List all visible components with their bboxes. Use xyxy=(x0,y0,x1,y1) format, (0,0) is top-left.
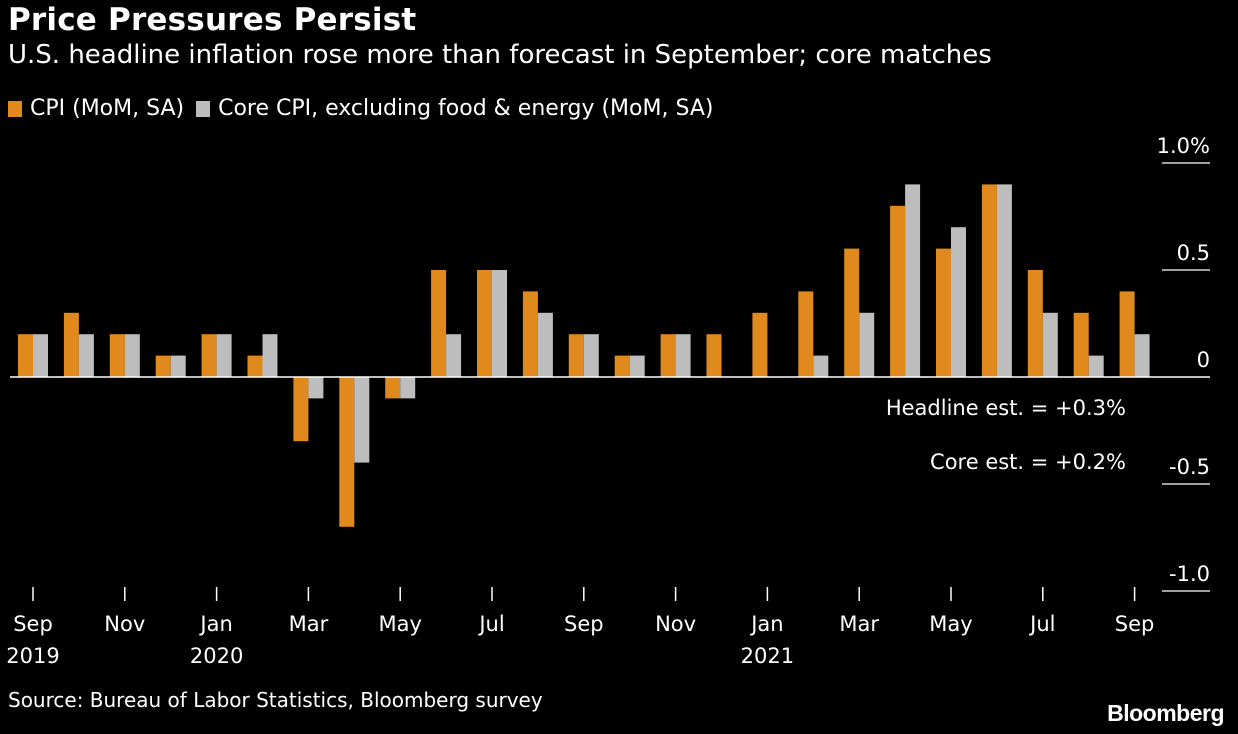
core-cpi-bar-2 xyxy=(124,334,140,377)
source-note: Source: Bureau of Labor Statistics, Bloo… xyxy=(8,688,543,712)
bloomberg-logo: Bloomberg xyxy=(1107,700,1224,726)
x-tick-label-5: Jul xyxy=(477,612,504,636)
cpi-bar-13 xyxy=(614,355,630,377)
core-cpi-bar-5 xyxy=(262,334,278,377)
x-tick-label-2: Jan xyxy=(198,612,232,636)
cpi-bar-1 xyxy=(63,312,79,377)
chart-title: Price Pressures Persist xyxy=(8,2,417,38)
core-cpi-bar-6 xyxy=(308,377,324,399)
cpi-bar-22 xyxy=(1027,270,1043,377)
x-tick-label-6: Sep xyxy=(564,612,604,636)
cpi-bar-9 xyxy=(431,270,447,377)
x-tick-label-10: May xyxy=(929,612,972,636)
cpi-bar-16 xyxy=(752,312,768,377)
x-year-label-2: 2020 xyxy=(190,644,243,668)
core-cpi-bar-1 xyxy=(78,334,94,377)
legend-item-cpi: CPI (MoM, SA) xyxy=(8,96,184,121)
core-cpi-bar-3 xyxy=(170,355,186,377)
legend-swatch-cpi xyxy=(8,100,22,117)
core-cpi-bar-22 xyxy=(1042,312,1058,377)
y-tick-label-2: 0 xyxy=(1197,348,1210,372)
x-tick-label-8: Jan xyxy=(749,612,783,636)
cpi-bar-24 xyxy=(1119,291,1135,377)
cpi-bar-4 xyxy=(201,334,217,377)
cpi-bar-17 xyxy=(798,291,814,377)
x-tick-label-0: Sep xyxy=(13,612,53,636)
x-year-label-8: 2021 xyxy=(741,644,794,668)
core-cpi-bar-24 xyxy=(1134,334,1150,377)
core-cpi-bar-20 xyxy=(951,227,966,377)
core-cpi-bar-9 xyxy=(446,334,462,377)
cpi-bar-20 xyxy=(936,248,951,377)
legend-label-core-cpi: Core CPI, excluding food & energy (MoM, … xyxy=(218,96,714,121)
x-year-label-0: 2019 xyxy=(6,644,59,668)
cpi-bar-2 xyxy=(109,334,125,377)
core-cpi-bar-17 xyxy=(813,355,829,377)
cpi-bar-11 xyxy=(522,291,538,377)
x-tick-label-3: Mar xyxy=(289,612,329,636)
cpi-bar-23 xyxy=(1073,312,1089,377)
core-cpi-bar-10 xyxy=(492,270,507,377)
cpi-bar-14 xyxy=(660,334,676,377)
cpi-bar-0 xyxy=(18,334,33,377)
legend-label-cpi: CPI (MoM, SA) xyxy=(30,96,185,121)
cpi-bar-12 xyxy=(568,334,584,377)
core-cpi-bar-18 xyxy=(859,312,875,377)
cpi-bar-7 xyxy=(339,377,355,527)
core-cpi-bar-13 xyxy=(629,355,645,377)
core-cpi-bar-8 xyxy=(400,377,416,399)
core-cpi-bar-11 xyxy=(537,312,553,377)
cpi-bar-15 xyxy=(706,334,722,377)
core-cpi-bar-23 xyxy=(1088,355,1104,377)
cpi-bar-21 xyxy=(981,184,997,377)
core-cpi-bar-21 xyxy=(996,184,1012,377)
y-tick-label-4: -1.0 xyxy=(1169,562,1210,586)
core-cpi-bar-12 xyxy=(583,334,599,377)
legend: CPI (MoM, SA) Core CPI, excluding food &… xyxy=(8,96,725,121)
core-cpi-bar-0 xyxy=(33,334,48,377)
x-tick-label-7: Nov xyxy=(655,612,696,636)
chart-subtitle: U.S. headline inflation rose more than f… xyxy=(8,40,992,70)
x-tick-label-12: Sep xyxy=(1115,612,1155,636)
y-tick-label-3: -0.5 xyxy=(1169,455,1210,479)
legend-swatch-core-cpi xyxy=(196,100,211,117)
headline-estimate-annotation: Headline est. = +0.3% xyxy=(886,396,1126,420)
core-cpi-bar-7 xyxy=(354,377,370,463)
x-tick-label-11: Jul xyxy=(1028,612,1055,636)
x-tick-label-1: Nov xyxy=(104,612,145,636)
core-cpi-bar-19 xyxy=(905,184,921,377)
cpi-bar-19 xyxy=(890,205,906,377)
y-tick-label-0: 1.0% xyxy=(1157,134,1210,158)
core-cpi-bar-14 xyxy=(675,334,691,377)
y-tick-label-1: 0.5 xyxy=(1177,241,1210,265)
legend-item-core-cpi: Core CPI, excluding food & energy (MoM, … xyxy=(196,96,713,121)
cpi-bar-3 xyxy=(155,355,171,377)
cpi-bar-18 xyxy=(844,248,860,377)
x-tick-label-4: May xyxy=(378,612,421,636)
cpi-bar-6 xyxy=(293,377,309,442)
cpi-bar-8 xyxy=(385,377,401,399)
core-cpi-bar-4 xyxy=(216,334,232,377)
cpi-bar-10 xyxy=(477,270,492,377)
x-tick-label-9: Mar xyxy=(839,612,879,636)
core-estimate-annotation: Core est. = +0.2% xyxy=(930,450,1126,474)
cpi-bar-5 xyxy=(247,355,263,377)
